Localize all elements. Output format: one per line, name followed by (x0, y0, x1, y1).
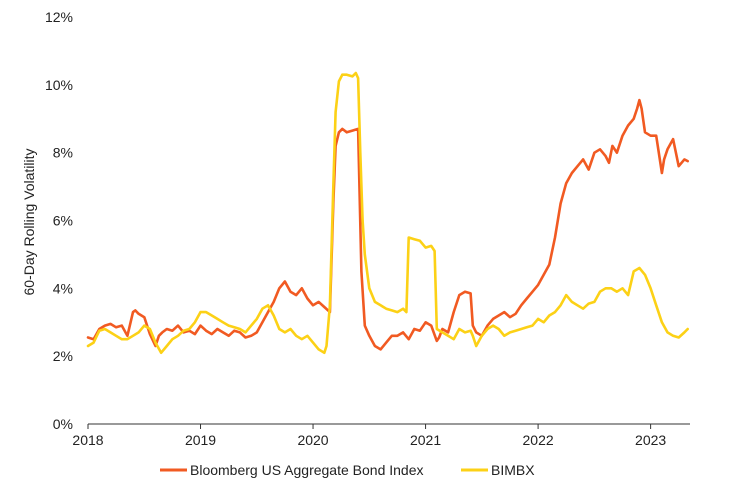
x-tick-label: 2022 (523, 432, 554, 448)
x-tick-label: 2020 (297, 432, 328, 448)
series-line-bimbx (86, 71, 690, 355)
y-axis-ticks: 0% 2% 4% 6% 8% 10% 12% (45, 9, 73, 432)
y-axis-title: 60-Day Rolling Volatility (21, 148, 37, 295)
x-tick-label: 2018 (72, 432, 103, 448)
y-tick-label: 12% (45, 9, 73, 25)
legend-label: Bloomberg US Aggregate Bond Index (190, 462, 424, 478)
x-tick-label: 2019 (185, 432, 216, 448)
series-line-bloomberg-agg (86, 98, 690, 351)
legend-label: BIMBX (491, 462, 535, 478)
y-tick-label: 10% (45, 77, 73, 93)
y-tick-label: 2% (53, 348, 73, 364)
x-axis: 2018 2019 2020 2021 2022 2023 (72, 423, 690, 448)
y-tick-label: 4% (53, 280, 73, 296)
series-layer (86, 71, 690, 355)
y-tick-label: 6% (53, 213, 73, 229)
x-tick-label: 2021 (410, 432, 441, 448)
y-tick-label: 8% (53, 145, 73, 161)
x-tick-label: 2023 (635, 432, 666, 448)
legend: Bloomberg US Aggregate Bond Index BIMBX (160, 462, 535, 478)
y-tick-label: 0% (53, 416, 73, 432)
